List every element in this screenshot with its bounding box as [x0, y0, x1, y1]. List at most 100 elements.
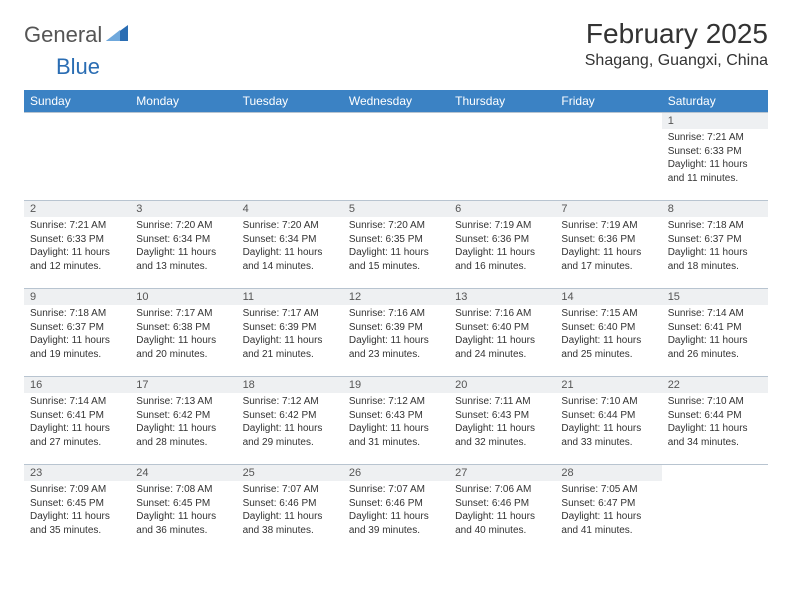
calendar-cell — [24, 113, 130, 201]
sunrise-text: Sunrise: 7:20 AM — [349, 219, 443, 233]
sunset-text: Sunset: 6:40 PM — [561, 321, 655, 335]
sunrise-text: Sunrise: 7:10 AM — [668, 395, 762, 409]
sunrise-text: Sunrise: 7:13 AM — [136, 395, 230, 409]
sunset-text: Sunset: 6:44 PM — [668, 409, 762, 423]
sunset-text: Sunset: 6:46 PM — [455, 497, 549, 511]
day-number: 5 — [343, 201, 449, 217]
day-body: Sunrise: 7:20 AMSunset: 6:34 PMDaylight:… — [130, 217, 236, 277]
sunset-text: Sunset: 6:41 PM — [30, 409, 124, 423]
calendar-cell: 4Sunrise: 7:20 AMSunset: 6:34 PMDaylight… — [237, 201, 343, 289]
calendar-cell: 5Sunrise: 7:20 AMSunset: 6:35 PMDaylight… — [343, 201, 449, 289]
day-body: Sunrise: 7:18 AMSunset: 6:37 PMDaylight:… — [24, 305, 130, 365]
calendar-cell: 3Sunrise: 7:20 AMSunset: 6:34 PMDaylight… — [130, 201, 236, 289]
sunset-text: Sunset: 6:35 PM — [349, 233, 443, 247]
sunrise-text: Sunrise: 7:18 AM — [668, 219, 762, 233]
day-body: Sunrise: 7:21 AMSunset: 6:33 PMDaylight:… — [662, 129, 768, 189]
day-body: Sunrise: 7:15 AMSunset: 6:40 PMDaylight:… — [555, 305, 661, 365]
weekday-header: Saturday — [662, 90, 768, 113]
sunrise-text: Sunrise: 7:07 AM — [243, 483, 337, 497]
calendar-row: 1Sunrise: 7:21 AMSunset: 6:33 PMDaylight… — [24, 113, 768, 201]
day-body: Sunrise: 7:08 AMSunset: 6:45 PMDaylight:… — [130, 481, 236, 541]
daylight-text: Daylight: 11 hours and 38 minutes. — [243, 510, 337, 537]
daylight-text: Daylight: 11 hours and 21 minutes. — [243, 334, 337, 361]
calendar-table: Sunday Monday Tuesday Wednesday Thursday… — [24, 90, 768, 553]
sunrise-text: Sunrise: 7:21 AM — [668, 131, 762, 145]
sunset-text: Sunset: 6:33 PM — [30, 233, 124, 247]
day-body: Sunrise: 7:10 AMSunset: 6:44 PMDaylight:… — [662, 393, 768, 453]
sunrise-text: Sunrise: 7:08 AM — [136, 483, 230, 497]
calendar-row: 16 Sunrise: 7:14 AMSunset: 6:41 PM Dayligh… — [24, 377, 768, 465]
day-body: Sunrise: 7:09 AMSunset: 6:45 PMDaylight:… — [24, 481, 130, 541]
day-number: 10 — [130, 289, 236, 305]
day-number: 13 — [449, 289, 555, 305]
sunset-text: Sunset: 6:37 PM — [668, 233, 762, 247]
sunset-text: Sunset: 6:36 PM — [455, 233, 549, 247]
day-number: 25 — [237, 465, 343, 481]
sunrise-text: Sunrise: 7:10 AM — [561, 395, 655, 409]
day-number: 2 — [24, 201, 130, 217]
daylight-text: Daylight: 11 hours and 32 minutes. — [455, 422, 549, 449]
day-number: 11 — [237, 289, 343, 305]
weekday-header: Tuesday — [237, 90, 343, 113]
day-number: 6 — [449, 201, 555, 217]
daylight-text: Daylight: 11 hours and 39 minutes. — [349, 510, 443, 537]
day-body: Sunrise: 7:12 AMSunset: 6:43 PMDaylight:… — [343, 393, 449, 453]
day-number: 18 — [237, 377, 343, 393]
day-body: Sunrise: 7:07 AMSunset: 6:46 PMDaylight:… — [237, 481, 343, 541]
calendar-row: 2Sunrise: 7:21 AMSunset: 6:33 PMDaylight… — [24, 201, 768, 289]
daylight-text: Daylight: 11 hours and 16 minutes. — [455, 246, 549, 273]
sunrise-text: Sunrise: 7:12 AM — [349, 395, 443, 409]
page-title: February 2025 — [585, 18, 768, 50]
sunrise-text: Sunrise: 7:14 AM — [30, 395, 124, 409]
weekday-header: Wednesday — [343, 90, 449, 113]
day-number: 21 — [555, 377, 661, 393]
day-body: Sunrise: 7:20 AMSunset: 6:35 PMDaylight:… — [343, 217, 449, 277]
sunset-text: Sunset: 6:34 PM — [136, 233, 230, 247]
logo-text-blue: Blue — [56, 54, 100, 80]
day-number: 15 — [662, 289, 768, 305]
daylight-text: Daylight: 11 hours and 40 minutes. — [455, 510, 549, 537]
day-body: Sunrise: 7:21 AMSunset: 6:33 PMDaylight:… — [24, 217, 130, 277]
sunrise-text: Sunrise: 7:14 AM — [668, 307, 762, 321]
calendar-cell: 21Sunrise: 7:10 AMSunset: 6:44 PMDayligh… — [555, 377, 661, 465]
sunset-text: Sunset: 6:36 PM — [561, 233, 655, 247]
day-number: 16 — [24, 377, 130, 393]
daylight-text: Daylight: 11 hours and 29 minutes. — [243, 422, 337, 449]
calendar-cell: 14Sunrise: 7:15 AMSunset: 6:40 PMDayligh… — [555, 289, 661, 377]
sunset-text: Sunset: 6:43 PM — [455, 409, 549, 423]
calendar-cell: 24Sunrise: 7:08 AMSunset: 6:45 PMDayligh… — [130, 465, 236, 553]
sunrise-text: Sunrise: 7:20 AM — [243, 219, 337, 233]
calendar-cell: 13Sunrise: 7:16 AMSunset: 6:40 PMDayligh… — [449, 289, 555, 377]
sunset-text: Sunset: 6:38 PM — [136, 321, 230, 335]
daylight-text: Daylight: 11 hours and 23 minutes. — [349, 334, 443, 361]
calendar-cell: 17Sunrise: 7:13 AMSunset: 6:42 PMDayligh… — [130, 377, 236, 465]
daylight-text: Daylight: 11 hours and 24 minutes. — [455, 334, 549, 361]
sunset-text: Sunset: 6:47 PM — [561, 497, 655, 511]
title-block: February 2025 Shagang, Guangxi, China — [585, 18, 768, 70]
sunrise-text: Sunrise: 7:18 AM — [30, 307, 124, 321]
sunrise-text: Sunrise: 7:16 AM — [455, 307, 549, 321]
daylight-text: Daylight: 11 hours and 41 minutes. — [561, 510, 655, 537]
daylight-text: Daylight: 11 hours and 34 minutes. — [668, 422, 762, 449]
calendar-cell: 9Sunrise: 7:18 AMSunset: 6:37 PMDaylight… — [24, 289, 130, 377]
triangle-icon — [106, 25, 128, 46]
calendar-cell: 2Sunrise: 7:21 AMSunset: 6:33 PMDaylight… — [24, 201, 130, 289]
sunrise-text: Sunrise: 7:17 AM — [136, 307, 230, 321]
calendar-cell — [555, 113, 661, 201]
weekday-header-row: Sunday Monday Tuesday Wednesday Thursday… — [24, 90, 768, 113]
sunset-text: Sunset: 6:41 PM — [668, 321, 762, 335]
sunset-text: Sunset: 6:39 PM — [243, 321, 337, 335]
sunrise-text: Sunrise: 7:19 AM — [455, 219, 549, 233]
calendar-row: 9Sunrise: 7:18 AMSunset: 6:37 PMDaylight… — [24, 289, 768, 377]
day-number: 24 — [130, 465, 236, 481]
sunset-text: Sunset: 6:42 PM — [136, 409, 230, 423]
sunrise-text: Sunrise: 7:17 AM — [243, 307, 337, 321]
calendar-cell: 6Sunrise: 7:19 AMSunset: 6:36 PMDaylight… — [449, 201, 555, 289]
sunset-text: Sunset: 6:46 PM — [243, 497, 337, 511]
day-body: Sunrise: 7:19 AMSunset: 6:36 PMDaylight:… — [449, 217, 555, 277]
sunrise-text: Sunrise: 7:21 AM — [30, 219, 124, 233]
calendar-cell: 10Sunrise: 7:17 AMSunset: 6:38 PMDayligh… — [130, 289, 236, 377]
sunrise-text: Sunrise: 7:16 AM — [349, 307, 443, 321]
day-number: 23 — [24, 465, 130, 481]
sunset-text: Sunset: 6:37 PM — [30, 321, 124, 335]
